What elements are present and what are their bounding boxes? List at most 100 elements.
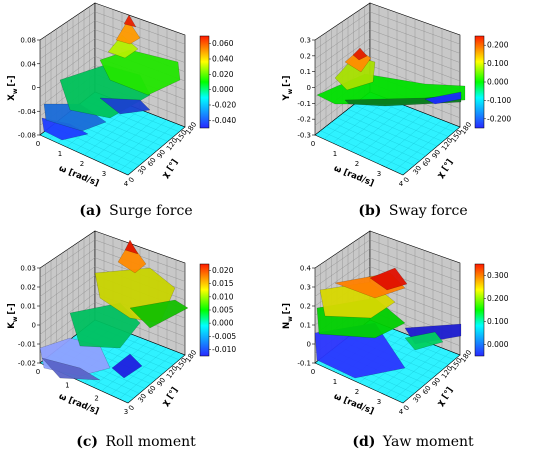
y-tick-label: 30 [412,164,424,176]
y-tick-label: 30 [137,392,149,404]
colorbar-tick-label: 0.000 [212,319,234,328]
y-tick-label: 60 [421,384,433,396]
y-tick-label: 180 [184,349,198,365]
x-tick-label: 0 [311,368,315,376]
surface-patch [123,14,137,28]
z-tick-label: -0.1 [297,360,311,368]
x-tick-label: 1 [333,150,337,158]
caption-b-text: Sway force [389,203,468,219]
colorbar-tick-label: 0.040 [212,55,234,64]
y-tick-label: 0 [402,176,411,184]
caption-a: (a) Surge force [79,203,192,219]
z-axis-label: Kw[-] [7,303,19,329]
colorbar-tick-label: 0.015 [212,279,234,288]
y-tick-label: 90 [156,376,168,388]
z-axis-label: Yw[-] [282,75,294,101]
caption-b: (b) Sway force [358,203,467,219]
y-tick-label: 0 [402,404,411,412]
y-tick-label: 180 [184,121,198,137]
caption-c: (c) Roll moment [76,434,196,450]
surface-patch [352,47,368,61]
z-tick-label: -0.04 [18,108,37,116]
colorbar-tick-label: 0.100 [487,59,509,68]
surface-patch [111,353,143,379]
y-tick-label: 60 [421,156,433,168]
surface-patch [369,267,408,291]
floor-grid-line [385,119,443,168]
colorbar-tick-label: 0.020 [212,266,234,275]
x-tick-label: 1 [333,378,337,386]
colorbar-tick-label: 0.020 [212,70,234,79]
caption-d-label: (d) [352,434,375,450]
x-tick-label: 4 [399,408,404,416]
surface-patch [124,239,139,255]
colorbar-tick-label: 0.010 [212,292,234,301]
surface-patch [41,357,101,381]
y-tick-label: 180 [459,349,473,365]
y-axis-label: χ [°] [435,386,455,409]
z-tick-label: 0 [32,322,36,330]
floor-grid-line [110,347,168,396]
z-axis-label: Xw[-] [7,75,19,101]
x-tick-label: 0 [36,368,40,376]
floor-grid-line [353,104,443,142]
z-tick-label: 0 [307,84,311,92]
z-tick-label: -0.02 [18,360,36,368]
surface-patch [99,97,151,115]
colorbar-tick-label: 0.300 [487,271,509,280]
x-tick-label: 1 [65,381,69,389]
z-tick-label: 0.08 [20,37,36,45]
x-tick-label: 4 [399,180,404,188]
y-tick-label: 90 [431,148,443,160]
y-tick-label: 90 [156,148,168,160]
z-tick-label: -0.08 [18,132,36,140]
z-tick-label: 0.3 [300,284,311,292]
x-tick-label: 0 [36,140,40,148]
z-tick-label: 0.1 [300,68,311,76]
colorbar-tick-label: -0.040 [212,116,236,125]
surface-patch [107,34,139,59]
floor-grid-line [385,347,443,396]
y-axis-label: χ [°] [160,158,180,181]
caption-d-text: Yaw moment [382,434,474,450]
floor-grid-line [376,116,434,164]
floor-grid-line [358,100,449,137]
x-tick-label: 4 [124,180,129,188]
caption-d: (d) Yaw moment [352,434,474,450]
floor-grid-line [394,351,452,400]
z-tick-label: 0.3 [300,37,311,45]
y-tick-label: 180 [459,121,473,137]
colorbar-tick-label: 0.005 [212,306,234,315]
z-tick-label: 0.2 [300,52,311,60]
colorbar-tick-label: 0.200 [487,294,509,303]
x-tick-label: 2 [355,388,359,396]
floor-grid-line [119,123,177,172]
z-tick-label: 0.04 [20,60,36,68]
z-tick-label: -0.01 [18,341,36,349]
floor-grid-line [394,123,452,172]
colorbar-tick-label: 0.000 [212,85,234,94]
caption-a-text: Surge force [109,203,192,219]
z-tick-label: 0.4 [300,265,312,273]
floor-grid-line [92,112,150,160]
caption-c-label: (c) [76,434,98,450]
z-tick-label: -0.2 [297,116,311,124]
y-tick-label: 60 [146,384,158,396]
colorbar-tick-label: 0.200 [487,41,509,50]
y-axis-label: χ [°] [435,158,455,181]
floor-grid-line [347,109,438,147]
floor-grid-line [119,351,177,400]
surface-patch [129,299,189,329]
y-tick-label: 60 [146,156,158,168]
caption-b-label: (b) [358,203,381,219]
x-tick-label: 3 [102,170,106,178]
z-tick-label: -0.1 [297,100,311,108]
caption-c-text: Roll moment [105,434,196,450]
floor-grid-line [367,112,425,160]
colorbar-tick-label: -0.005 [212,332,236,341]
y-tick-label: 30 [412,392,424,404]
